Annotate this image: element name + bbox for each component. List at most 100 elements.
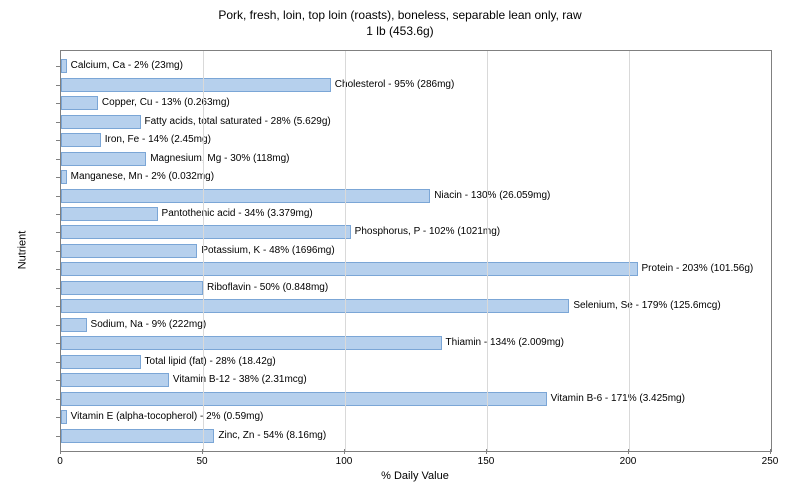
bar [61, 96, 98, 110]
x-tick-label: 250 [762, 456, 779, 467]
bar [61, 281, 203, 295]
y-tick [56, 251, 61, 252]
plot-area: Calcium, Ca - 2% (23mg) Cholesterol - 95%… [60, 50, 772, 452]
bar-label: Calcium, Ca - 2% (23mg) [71, 61, 183, 71]
bar [61, 392, 547, 406]
bar-row: Vitamin B-6 - 171% (3.425mg) [61, 389, 771, 407]
bar-row: Riboflavin - 50% (0.848mg) [61, 279, 771, 297]
bar-label: Selenium, Se - 179% (125.6mcg) [573, 301, 720, 311]
bar-row: Phosphorus, P - 102% (1021mg) [61, 223, 771, 241]
bar [61, 336, 442, 350]
y-tick [56, 122, 61, 123]
bar [61, 170, 67, 184]
bar [61, 152, 146, 166]
bar-row: Sodium, Na - 9% (222mg) [61, 316, 771, 334]
y-tick [56, 214, 61, 215]
bar-row: Vitamin E (alpha-tocopherol) - 2% (0.59m… [61, 408, 771, 426]
bars-region: Calcium, Ca - 2% (23mg) Cholesterol - 95%… [61, 57, 771, 445]
y-axis-title: Nutrient [16, 231, 28, 270]
chart-title-line1: Pork, fresh, loin, top loin (roasts), bo… [218, 8, 581, 22]
bar [61, 410, 67, 424]
x-axis-title: % Daily Value [60, 470, 770, 482]
bar-label: Thiamin - 134% (2.009mg) [446, 338, 564, 348]
y-tick [56, 66, 61, 67]
y-tick [56, 325, 61, 326]
gridline [345, 51, 346, 451]
x-tick-label: 100 [336, 456, 353, 467]
y-tick [56, 436, 61, 437]
x-tick-label: 200 [620, 456, 637, 467]
x-tick-label: 150 [478, 456, 495, 467]
bar [61, 318, 87, 332]
bar-label: Total lipid (fat) - 28% (18.42g) [145, 357, 276, 367]
x-tick-mark [628, 449, 629, 454]
bar [61, 262, 638, 276]
bar-label: Niacin - 130% (26.059mg) [434, 191, 550, 201]
bar-label: Fatty acids, total saturated - 28% (5.62… [145, 117, 331, 127]
bar-row: Zinc, Zn - 54% (8.16mg) [61, 426, 771, 444]
bar-label: Phosphorus, P - 102% (1021mg) [355, 227, 500, 237]
x-tick-mark [770, 449, 771, 454]
bar [61, 299, 569, 313]
y-tick [56, 196, 61, 197]
bar [61, 78, 331, 92]
bar-row: Cholesterol - 95% (286mg) [61, 75, 771, 93]
bar-label: Copper, Cu - 13% (0.263mg) [102, 98, 230, 108]
chart-container: { "chart": { "type": "bar-horizontal", "… [0, 0, 800, 500]
bar-label: Zinc, Zn - 54% (8.16mg) [218, 431, 326, 441]
bar-label: Vitamin B-12 - 38% (2.31mcg) [173, 375, 307, 385]
bar-label: Vitamin B-6 - 171% (3.425mg) [551, 394, 685, 404]
bar [61, 355, 141, 369]
bar-label: Iron, Fe - 14% (2.45mg) [105, 135, 211, 145]
x-tick-label: 0 [57, 456, 63, 467]
y-tick [56, 306, 61, 307]
bar [61, 115, 141, 129]
bar-row: Iron, Fe - 14% (2.45mg) [61, 131, 771, 149]
bar-row: Potassium, K - 48% (1696mg) [61, 242, 771, 260]
bar-row: Protein - 203% (101.56g) [61, 260, 771, 278]
y-tick [56, 380, 61, 381]
bar-label: Riboflavin - 50% (0.848mg) [207, 283, 328, 293]
bar [61, 207, 158, 221]
y-tick [56, 85, 61, 86]
bar-row: Vitamin B-12 - 38% (2.31mcg) [61, 371, 771, 389]
y-tick [56, 232, 61, 233]
bar-row: Copper, Cu - 13% (0.263mg) [61, 94, 771, 112]
y-tick [56, 288, 61, 289]
y-tick [56, 269, 61, 270]
bar-row: Niacin - 130% (26.059mg) [61, 186, 771, 204]
bar-label: Manganese, Mn - 2% (0.032mg) [71, 172, 214, 182]
x-tick-label: 50 [196, 456, 207, 467]
bar-row: Thiamin - 134% (2.009mg) [61, 334, 771, 352]
x-tick-mark [344, 449, 345, 454]
y-tick [56, 103, 61, 104]
gridline [203, 51, 204, 451]
chart-title: Pork, fresh, loin, top loin (roasts), bo… [0, 8, 800, 39]
bar-label: Pantothenic acid - 34% (3.379mg) [162, 209, 313, 219]
x-tick-mark [486, 449, 487, 454]
y-tick [56, 159, 61, 160]
bar-label: Magnesium, Mg - 30% (118mg) [150, 154, 289, 164]
bar-label: Vitamin E (alpha-tocopherol) - 2% (0.59m… [71, 412, 264, 422]
x-tick-mark [60, 449, 61, 454]
bar-row: Manganese, Mn - 2% (0.032mg) [61, 168, 771, 186]
bar [61, 225, 351, 239]
bar [61, 133, 101, 147]
bar-row: Magnesium, Mg - 30% (118mg) [61, 149, 771, 167]
bar [61, 373, 169, 387]
bar-row: Calcium, Ca - 2% (23mg) [61, 57, 771, 75]
bar-label: Potassium, K - 48% (1696mg) [201, 246, 334, 256]
y-tick [56, 399, 61, 400]
bar [61, 244, 197, 258]
gridline [629, 51, 630, 451]
chart-title-line2: 1 lb (453.6g) [366, 24, 433, 38]
x-tick-mark [202, 449, 203, 454]
bar-row: Total lipid (fat) - 28% (18.42g) [61, 353, 771, 371]
y-tick [56, 177, 61, 178]
bar [61, 189, 430, 203]
y-tick [56, 362, 61, 363]
bar-row: Fatty acids, total saturated - 28% (5.62… [61, 112, 771, 130]
bar-label: Protein - 203% (101.56g) [642, 264, 754, 274]
bar [61, 59, 67, 73]
y-tick [56, 417, 61, 418]
